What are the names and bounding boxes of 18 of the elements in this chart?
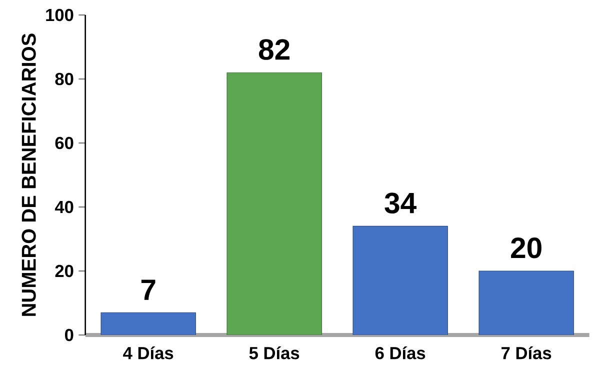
x-tick-label: 5 Días [249,346,300,360]
y-tick-label: 60 [55,136,74,150]
y-tick-label: 20 [55,264,74,278]
y-axis-title: NUMERO DE BENEFICIARIOS [22,34,36,316]
data-label: 34 [384,192,416,214]
y-tick-label: 0 [65,328,74,342]
bar [100,312,196,335]
x-tick-label: 7 Días [502,346,552,360]
y-tick-label: 100 [46,8,74,22]
x-tick-label: 6 Días [375,346,426,360]
bar [226,72,322,335]
y-tick-label: 40 [54,200,74,214]
data-label: 7 [141,280,156,300]
bar [478,270,574,335]
data-label: 82 [258,39,290,60]
x-tick-label: 4 Días [123,346,174,360]
data-label: 20 [511,238,542,258]
y-tick-label: 80 [55,72,74,86]
